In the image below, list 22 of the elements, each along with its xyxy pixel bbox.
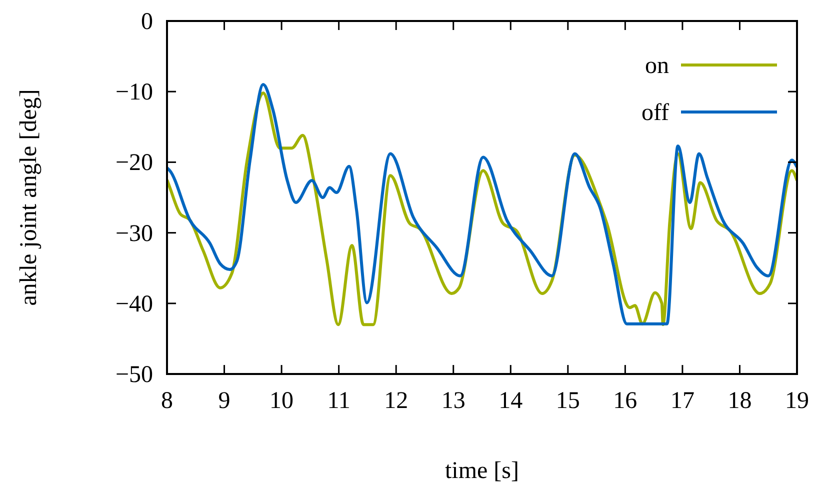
legend-label: on: [645, 53, 669, 79]
x-axis-title: time [s]: [445, 458, 519, 484]
x-tick-label: 14: [498, 388, 523, 414]
y-tick-label: −10: [115, 80, 153, 106]
x-tick-label: 12: [384, 388, 408, 414]
y-tick-label: −40: [115, 291, 153, 318]
x-tick-label: 18: [728, 388, 752, 414]
x-tick-label: 15: [556, 388, 580, 414]
y-tick-label: −30: [115, 220, 153, 247]
x-tick-label: 19: [785, 388, 809, 414]
x-tick-label: 9: [218, 388, 230, 414]
y-tick-label: −20: [115, 150, 153, 176]
x-tick-label: 10: [270, 388, 294, 414]
x-tick-label: 11: [327, 388, 350, 414]
x-tick-label: 8: [161, 388, 173, 414]
y-tick-label: 0: [141, 9, 153, 35]
x-tick-label: 13: [441, 388, 466, 414]
y-axis-title: ankle joint angle [deg]: [16, 89, 42, 306]
x-tick-label: 16: [613, 388, 638, 414]
y-tick-label: −50: [115, 362, 153, 388]
x-tick-label: 17: [670, 388, 694, 414]
legend-label: off: [641, 100, 669, 126]
